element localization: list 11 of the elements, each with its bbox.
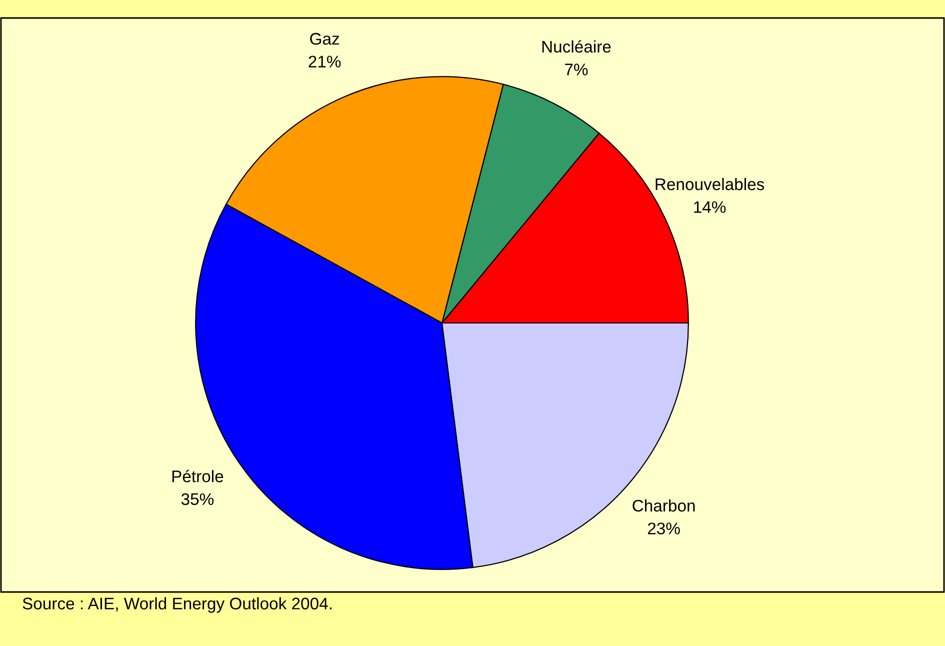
slice-label: Renouvelables: [656, 178, 764, 190]
data-label: 23%: [648, 522, 680, 534]
slice-label: Gaz: [310, 32, 340, 45]
data-label: 35%: [181, 493, 214, 506]
slice-label: Pétrole: [172, 470, 224, 482]
slice-label: Charbon: [632, 499, 695, 512]
data-label: 21%: [308, 56, 341, 68]
source-note: Source : AIE, World Energy Outlook 2004.: [22, 597, 332, 613]
data-label: 7%: [565, 64, 588, 76]
slice-label: Nucléaire: [542, 40, 611, 53]
data-label: 14%: [694, 201, 726, 213]
